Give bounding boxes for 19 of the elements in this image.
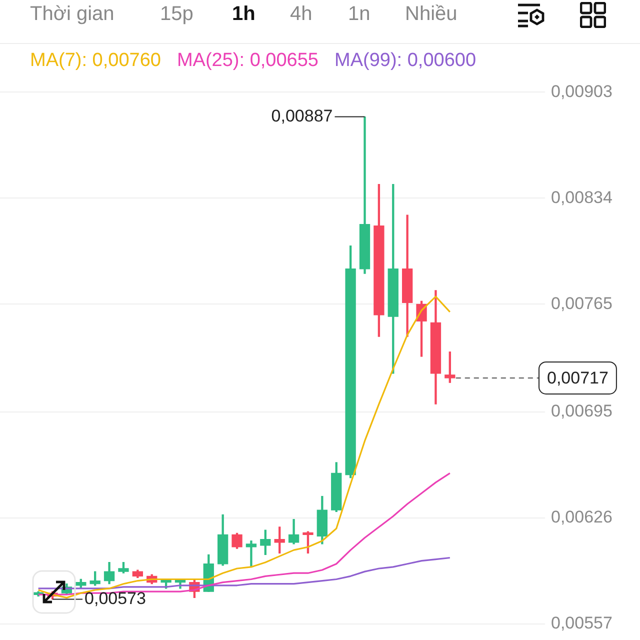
- candlestick: [118, 562, 129, 574]
- y-tick-label: 0,00834: [551, 188, 612, 207]
- text: MA(25): 0,00655: [176, 50, 318, 72]
- text: 15p: [160, 3, 194, 26]
- text: 1h: [232, 3, 256, 26]
- text: MA(99): 0,00600: [334, 50, 476, 72]
- y-tick-label: 0,00765: [551, 294, 612, 313]
- y-tick-label: 0,00557: [551, 613, 612, 632]
- annotation: 0,00573: [84, 588, 146, 608]
- annotation: 0,00887: [271, 106, 333, 126]
- text: 4h: [290, 3, 312, 26]
- text: MA(7): 0,00760: [30, 50, 161, 72]
- ref-line-label: 0,00717: [547, 368, 608, 388]
- y-tick-label: 0,00695: [551, 401, 612, 420]
- text: 1n: [348, 3, 370, 26]
- text: Thời gian: [30, 3, 114, 26]
- text: Nhiều: [405, 3, 458, 26]
- y-tick-label: 0,00903: [551, 82, 612, 101]
- y-tick-label: 0,00626: [551, 507, 612, 526]
